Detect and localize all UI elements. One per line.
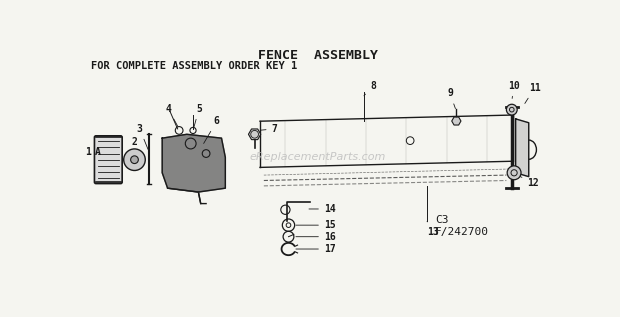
Text: FOR COMPLETE ASSEMBLY ORDER KEY 1: FOR COMPLETE ASSEMBLY ORDER KEY 1 <box>91 61 297 71</box>
Circle shape <box>202 150 210 157</box>
Polygon shape <box>162 134 225 192</box>
Text: 13: 13 <box>427 221 439 237</box>
Text: 11: 11 <box>525 83 541 103</box>
Text: 14: 14 <box>309 204 335 214</box>
Text: eReplacementParts.com: eReplacementParts.com <box>250 152 386 162</box>
Circle shape <box>507 166 521 180</box>
FancyBboxPatch shape <box>94 136 122 184</box>
Text: 7: 7 <box>260 124 277 134</box>
Text: FENCE  ASSEMBLY: FENCE ASSEMBLY <box>258 49 378 62</box>
Text: 2: 2 <box>131 137 138 147</box>
Text: A: A <box>95 147 100 157</box>
Circle shape <box>507 104 517 115</box>
Text: F/242700: F/242700 <box>435 228 489 237</box>
Polygon shape <box>516 119 529 177</box>
Circle shape <box>124 149 145 171</box>
Text: 10: 10 <box>508 81 520 99</box>
Circle shape <box>185 138 196 149</box>
Polygon shape <box>452 117 461 125</box>
Text: 4: 4 <box>166 104 178 126</box>
Text: 12: 12 <box>518 176 539 188</box>
Polygon shape <box>249 129 261 139</box>
Circle shape <box>131 156 138 164</box>
Text: 3: 3 <box>137 124 148 149</box>
Text: 9: 9 <box>447 88 456 108</box>
Text: 1: 1 <box>86 147 91 157</box>
Text: C3: C3 <box>435 215 448 225</box>
Text: 6: 6 <box>203 116 219 144</box>
Text: 15: 15 <box>296 220 335 230</box>
Text: 8: 8 <box>364 81 376 96</box>
Text: 16: 16 <box>296 232 335 242</box>
Text: 5: 5 <box>194 104 202 128</box>
Text: 17: 17 <box>296 244 335 254</box>
